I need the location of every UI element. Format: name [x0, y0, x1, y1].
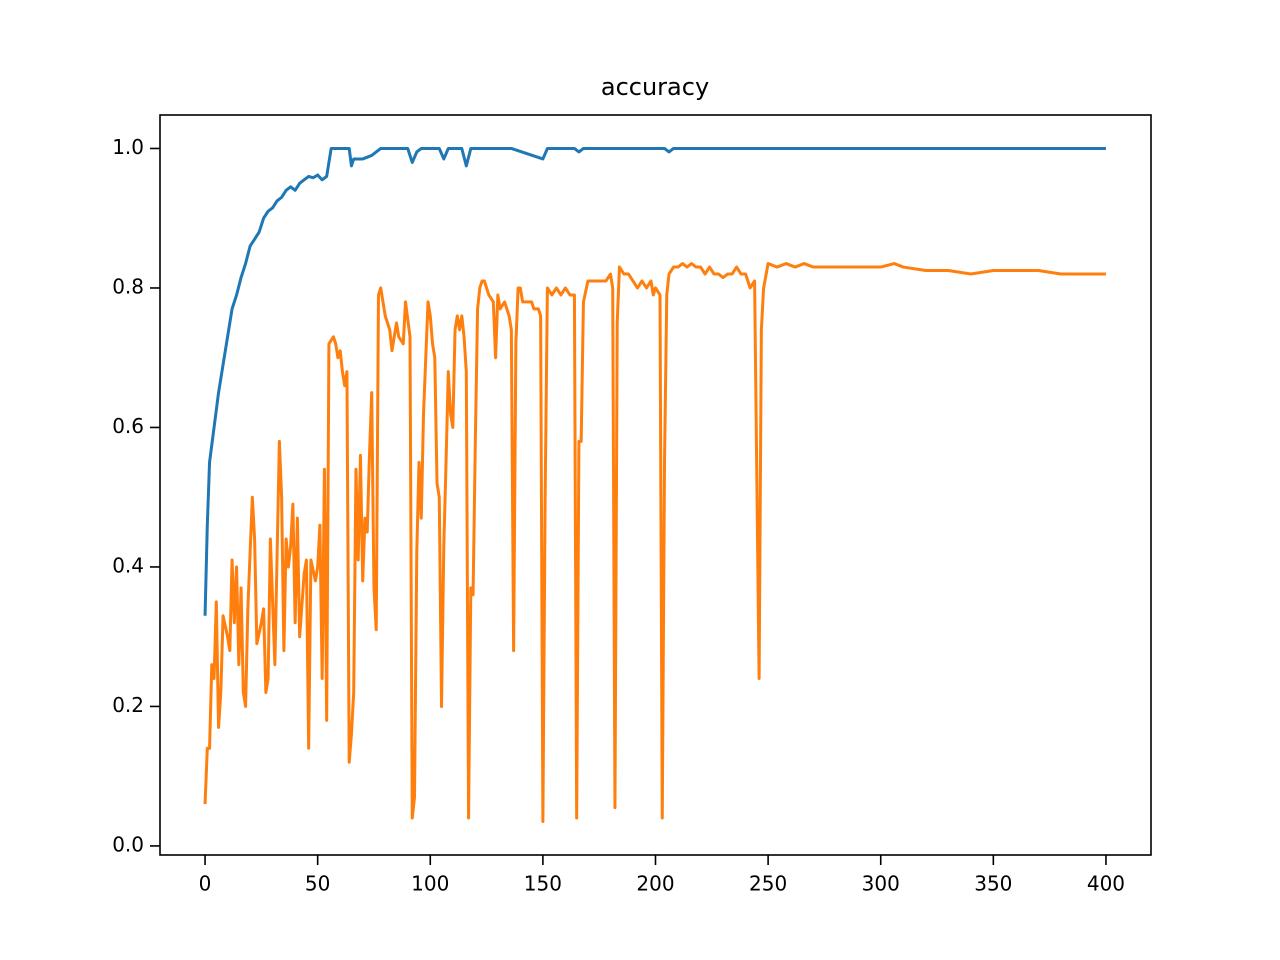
y-tick-label: 0.2 [112, 693, 144, 717]
y-tick-label: 0.4 [112, 553, 144, 577]
plot-frame [159, 114, 1152, 856]
y-tick-label: 0.6 [112, 414, 144, 438]
chart-title: accuracy [601, 73, 709, 101]
x-tick-label: 300 [862, 872, 900, 896]
x-tick-label: 250 [749, 872, 787, 896]
x-tick-label: 350 [974, 872, 1012, 896]
x-tick-label: 100 [411, 872, 449, 896]
data-line [203, 146, 1106, 616]
x-tick-label: 50 [305, 872, 330, 896]
x-tick-label: 200 [636, 872, 674, 896]
data-line [203, 262, 1106, 824]
x-tick-label: 400 [1087, 872, 1125, 896]
x-tick-label: 150 [524, 872, 562, 896]
y-tick-label: 1.0 [112, 135, 144, 159]
y-tick-label: 0.0 [112, 832, 144, 856]
y-tick-label: 0.8 [112, 274, 144, 298]
x-tick-label: 0 [199, 872, 212, 896]
